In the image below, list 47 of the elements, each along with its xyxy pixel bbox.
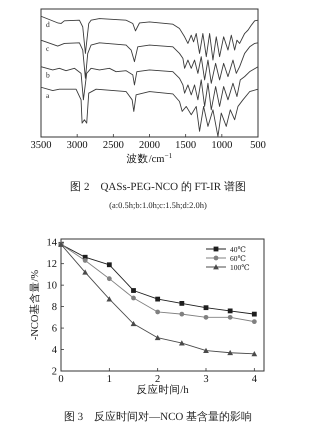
y-tick-label: 8 <box>52 302 57 314</box>
point <box>178 340 185 346</box>
point <box>154 334 161 340</box>
x-tick-label: 1000 <box>211 140 232 151</box>
point <box>131 288 136 293</box>
y-tick-label: 6 <box>52 324 57 335</box>
text: 图 3 反应时间对—NCO 基含量的影响 <box>64 410 252 423</box>
point <box>106 296 112 302</box>
x-tick-label: 0 <box>58 374 64 385</box>
x-tick-label: 3500 <box>30 140 52 151</box>
y-tick-label: 12 <box>46 259 57 270</box>
point <box>155 296 160 302</box>
y-tick-label: 2 <box>52 366 57 378</box>
point <box>179 312 184 317</box>
point <box>227 350 234 356</box>
x-tick-label: 2 <box>155 374 160 385</box>
point <box>252 319 257 324</box>
y-tick-label: 14 <box>46 238 58 249</box>
point <box>131 296 136 300</box>
y-tick-label: 10 <box>46 280 57 292</box>
x-tick-label: 1500 <box>175 140 196 151</box>
point <box>251 350 258 356</box>
point <box>82 258 88 263</box>
x-tick-label: 500 <box>250 140 266 151</box>
x-axis-title: 波数/cm$^{−1}$ <box>126 150 173 165</box>
text: (a:0.5h;b:1.0h;c:1.5h;d:2.0h) <box>109 200 208 210</box>
x-tick-label: 3000 <box>66 140 88 151</box>
y-tick-label: 4 <box>52 345 58 356</box>
x-tick-label: 3 <box>203 374 209 385</box>
point <box>228 308 233 314</box>
x-axis-title: 反应时间/h <box>136 383 190 396</box>
x-tick-label: 1 <box>106 374 112 385</box>
point <box>179 300 184 306</box>
point <box>82 269 88 275</box>
point <box>204 305 208 310</box>
point <box>155 310 160 314</box>
point <box>203 348 209 354</box>
point <box>252 312 257 317</box>
point <box>130 320 136 326</box>
x-tick-label: 2000 <box>139 140 160 151</box>
point <box>228 314 233 320</box>
x-tick-label: 4 <box>252 374 258 385</box>
y-axis-title: -NCO基含量/% <box>28 270 41 340</box>
text: 图 2 QASs-PEG-NCO 的 FT-IR 谱图 <box>70 180 246 193</box>
point <box>106 276 112 282</box>
x-tick-label: 2500 <box>102 140 124 151</box>
point <box>204 314 208 320</box>
